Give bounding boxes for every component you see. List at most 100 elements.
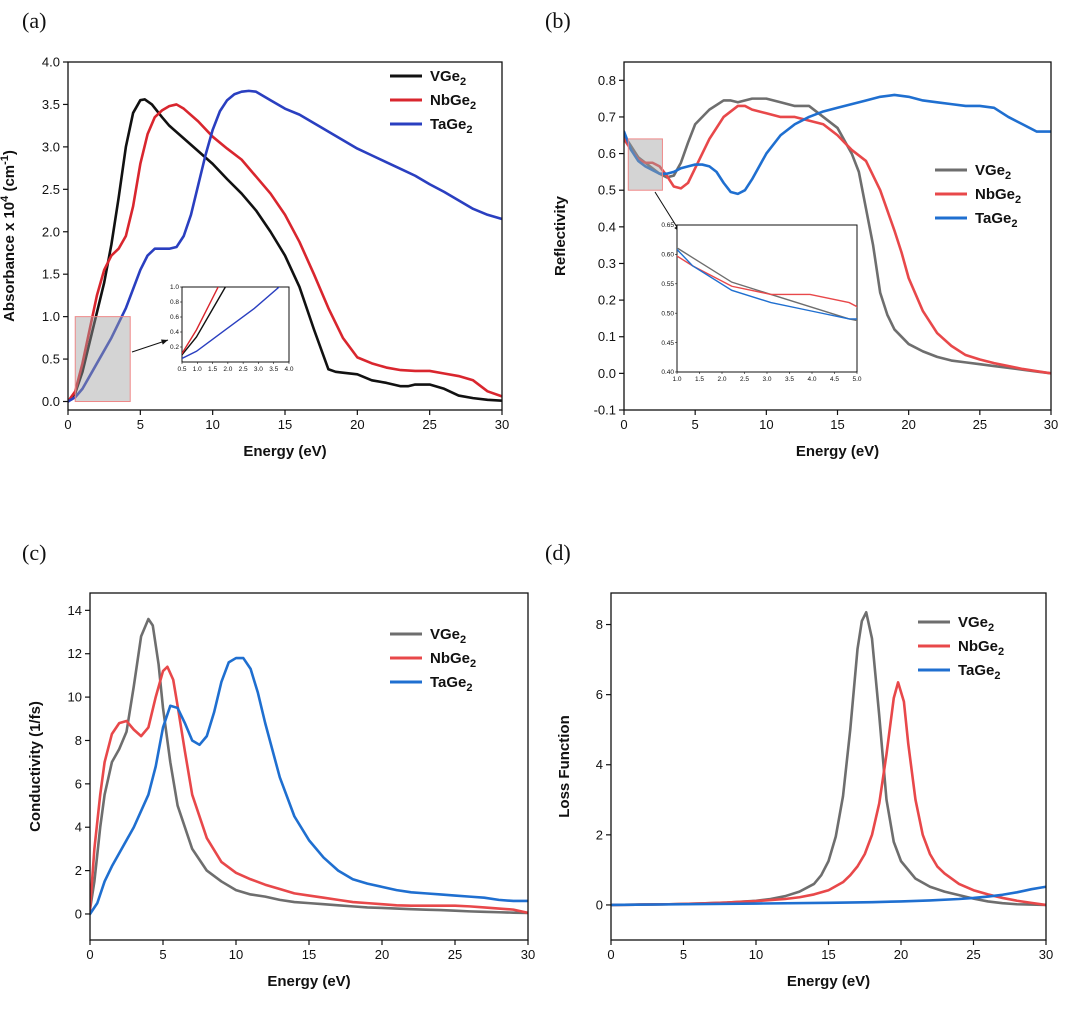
y-tick-label: 0.6 xyxy=(598,146,616,161)
inset-x-tick-label: 1.5 xyxy=(208,366,217,373)
x-tick-label: 20 xyxy=(901,417,915,432)
y-tick-label: 1.5 xyxy=(42,267,60,282)
series-line-tage2 xyxy=(624,93,1051,196)
inset-y-tick-label: 0.40 xyxy=(661,369,674,376)
panel-label: (b) xyxy=(545,8,571,33)
inset-x-tick-label: 1.0 xyxy=(672,376,681,383)
x-tick-label: 10 xyxy=(205,417,219,432)
inset-x-tick-label: 3.0 xyxy=(762,376,771,383)
x-tick-label: 25 xyxy=(448,947,462,962)
x-tick-label: 30 xyxy=(521,947,535,962)
inset-x-tick-label: 4.0 xyxy=(284,366,293,373)
x-tick-label: 20 xyxy=(350,417,364,432)
series-group xyxy=(611,610,1046,907)
y-tick-label: 4.0 xyxy=(42,55,60,70)
panel-label: (c) xyxy=(22,540,46,565)
y-tick-label: 0 xyxy=(596,897,603,912)
y-tick-label: 0.0 xyxy=(598,366,616,381)
x-tick-label: 15 xyxy=(302,947,316,962)
y-tick-label: 0.4 xyxy=(598,219,616,234)
y-tick-label: 12 xyxy=(68,646,82,661)
y-tick-label: 10 xyxy=(68,690,82,705)
x-tick-label: 10 xyxy=(749,947,763,962)
panel-label: (a) xyxy=(22,8,46,33)
inset-y-tick-label: 0.45 xyxy=(661,340,674,347)
x-axis-title: Energy (eV) xyxy=(787,973,870,990)
y-tick-label: 0 xyxy=(75,906,82,921)
series-line-vge2 xyxy=(624,97,1051,375)
x-tick-label: 0 xyxy=(64,417,71,432)
zoom-region xyxy=(627,138,663,191)
series-group xyxy=(68,89,502,403)
y-tick-label: 1.0 xyxy=(42,309,60,324)
legend-label: TaGe2 xyxy=(958,662,1001,682)
inset-x-tick-label: 2.5 xyxy=(740,376,749,383)
inset-x-tick-label: 0.5 xyxy=(177,366,186,373)
series-line-nbge2 xyxy=(624,104,1051,375)
inset-x-tick-label: 4.5 xyxy=(830,376,839,383)
x-tick-label: 25 xyxy=(973,417,987,432)
y-tick-label: 0.3 xyxy=(598,256,616,271)
panel-c: (c) 0 5 10 15 20 25 30 0 2 4 6 8 10 12 14 Energy (eV) Con… xyxy=(22,540,535,990)
x-tick-label: 25 xyxy=(966,947,980,962)
y-tick-label: 3.5 xyxy=(42,97,60,112)
legend-label: NbGe2 xyxy=(430,650,476,670)
x-tick-label: 5 xyxy=(692,417,699,432)
x-tick-label: 5 xyxy=(680,947,687,962)
inset-y-tick-label: 0.65 xyxy=(661,222,674,229)
x-tick-label: 25 xyxy=(422,417,436,432)
y-tick-label: -0.1 xyxy=(594,403,616,418)
legend: VGe2 NbGe2 TaGe2 xyxy=(390,68,476,136)
y-tick-label: 0.2 xyxy=(598,293,616,308)
y-tick-label: 2.0 xyxy=(42,224,60,239)
inset-y-tick-label: 0.2 xyxy=(170,344,179,351)
inset-x-tick-label: 3.5 xyxy=(269,366,278,373)
x-tick-label: 30 xyxy=(495,417,509,432)
y-axis-title: Conductivity (1/fs) xyxy=(27,701,44,832)
inset-x-tick-label: 1.5 xyxy=(695,376,704,383)
y-tick-label: 0.5 xyxy=(598,183,616,198)
y-tick-label: 0.0 xyxy=(42,394,60,409)
series-line-vge2 xyxy=(90,617,528,915)
y-tick-label: 4 xyxy=(596,757,603,772)
legend-label: VGe2 xyxy=(430,68,466,88)
y-axis-title: Absorbance x 104 (cm-1) xyxy=(0,150,18,322)
series-group xyxy=(624,93,1051,375)
inset-y-tick-label: 0.60 xyxy=(661,252,674,259)
series-line-nbge2 xyxy=(68,103,502,403)
x-tick-label: 0 xyxy=(620,417,627,432)
inset-x-tick-label: 1.0 xyxy=(193,366,202,373)
legend: VGe2 NbGe2 TaGe2 xyxy=(390,626,476,694)
inset-y-tick-label: 1.0 xyxy=(170,284,179,291)
inset-x-tick-label: 2.5 xyxy=(239,366,248,373)
zoom-arrow xyxy=(654,191,681,233)
x-axis-title: Energy (eV) xyxy=(796,443,879,460)
legend-label: TaGe2 xyxy=(430,116,473,136)
legend-label: VGe2 xyxy=(958,614,994,634)
inset-x-tick-label: 4.0 xyxy=(807,376,816,383)
y-tick-label: 14 xyxy=(68,603,82,618)
y-tick-label: 0.1 xyxy=(598,329,616,344)
inset-y-tick-label: 0.50 xyxy=(661,310,674,317)
legend-label: TaGe2 xyxy=(430,674,473,694)
series-group xyxy=(90,617,528,916)
y-tick-label: 0.5 xyxy=(42,352,60,367)
x-tick-label: 30 xyxy=(1039,947,1053,962)
y-axis-title: Reflectivity xyxy=(552,195,569,276)
x-tick-label: 30 xyxy=(1044,417,1058,432)
legend: VGe2 NbGe2 TaGe2 xyxy=(918,614,1004,682)
series-line-tage2 xyxy=(611,885,1046,907)
series-line-nbge2 xyxy=(90,665,528,915)
series-line-tage2 xyxy=(90,656,528,916)
panel-b: (b) 0 5 10 15 20 25 30 -0.1 0.0 0.1 0.2 0.3 0.4 0.5 0.6… xyxy=(545,8,1058,460)
y-tick-label: 4 xyxy=(75,820,82,835)
inset-x-tick-label: 5.0 xyxy=(852,376,861,383)
x-tick-label: 5 xyxy=(159,947,166,962)
inset-y-tick-label: 0.8 xyxy=(170,299,179,306)
y-tick-label: 6 xyxy=(75,776,82,791)
inset-x-tick-label: 2.0 xyxy=(223,366,232,373)
y-tick-label: 8 xyxy=(75,733,82,748)
panel-label: (d) xyxy=(545,540,571,565)
x-tick-label: 20 xyxy=(375,947,389,962)
